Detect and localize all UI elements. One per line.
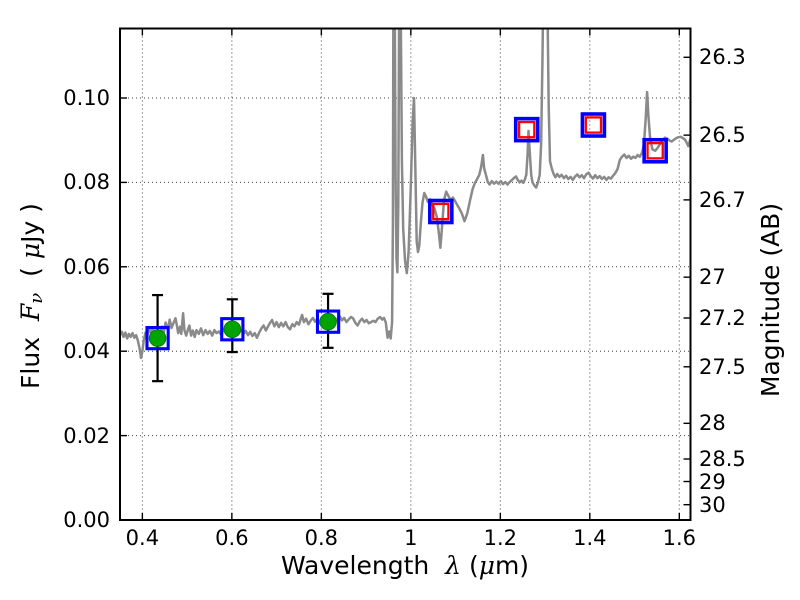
blue-square-marker [580, 112, 607, 138]
mag-tick-label: 26.3 [699, 45, 746, 70]
mag-tick-label: 27.5 [699, 354, 746, 379]
green-circle-marker [319, 312, 337, 331]
spectrum-line [120, 28, 691, 360]
mag-tick-label: 26.5 [699, 123, 746, 148]
flux-tick-label: 0.04 [63, 339, 110, 364]
y-axis-label-left: Flux Fν ( μJy ) [16, 203, 47, 389]
infrared-photometry-markers [428, 112, 668, 225]
x-axis-unit-open: ( [461, 551, 479, 580]
flux-tick-label: 0.10 [63, 86, 110, 110]
optical-photometry-markers [145, 309, 341, 351]
flux-tick-label: 0.06 [63, 254, 110, 279]
wavelength-tick-label: 1.6 [662, 526, 697, 550]
wavelength-tick-label: 1.2 [483, 526, 518, 550]
mag-tick-label: 26.7 [699, 187, 746, 212]
blue-square-marker [642, 137, 668, 164]
wavelength-tick-label: 1 [404, 526, 418, 550]
flux-tick-label: 0.02 [63, 423, 110, 448]
mag-tick-label: 28.5 [699, 447, 746, 471]
axes-frame [119, 27, 692, 521]
tick-marks [120, 28, 691, 521]
lambda-symbol: λ [445, 551, 461, 580]
blue-square-marker [145, 325, 170, 351]
mag-tick-label: 29 [699, 469, 726, 494]
blue-square-marker [315, 309, 341, 334]
flux-tick-label: 0.00 [63, 508, 110, 532]
flux-unit-close: Jy ) [16, 203, 45, 243]
red-square-marker [584, 116, 603, 134]
flux-tick-label: 0.08 [63, 170, 110, 195]
grid-lines [120, 28, 691, 520]
flux-label-text: Flux [16, 321, 45, 389]
wavelength-tick-label: 0.6 [215, 526, 249, 550]
mag-tick-label: 27.2 [699, 306, 746, 331]
mu-symbol: μ [16, 242, 45, 260]
wavelength-tick-label: 1.4 [573, 526, 607, 550]
green-circle-marker [148, 329, 167, 347]
nu-subscript: ν [26, 292, 47, 304]
x-axis-label: Wavelength λ (μm) [281, 551, 529, 580]
wavelength-tick-label: 0.8 [304, 526, 339, 550]
y-axis-label-right: Magnitude (AB) [756, 203, 785, 397]
red-square-marker [432, 202, 450, 221]
green-circle-marker [223, 320, 242, 339]
flux-unit-open: ( [16, 259, 45, 293]
magnitude-label-text: Magnitude (AB) [756, 202, 785, 398]
blue-square-marker [428, 198, 454, 225]
x-axis-unit-close: m) [494, 551, 530, 580]
mu-symbol: μ [478, 551, 495, 580]
mag-tick-label: 30 [699, 492, 726, 517]
wavelength-tick-label: 0.4 [125, 526, 160, 550]
mag-tick-label: 28 [699, 411, 726, 436]
mag-tick-label: 27 [699, 265, 726, 290]
x-axis-label-text: Wavelength [280, 551, 446, 580]
red-square-marker [517, 120, 536, 139]
blue-square-marker [513, 116, 540, 143]
red-square-marker [646, 142, 664, 160]
blue-square-marker [220, 317, 245, 342]
flux-F-symbol: F [16, 303, 45, 322]
